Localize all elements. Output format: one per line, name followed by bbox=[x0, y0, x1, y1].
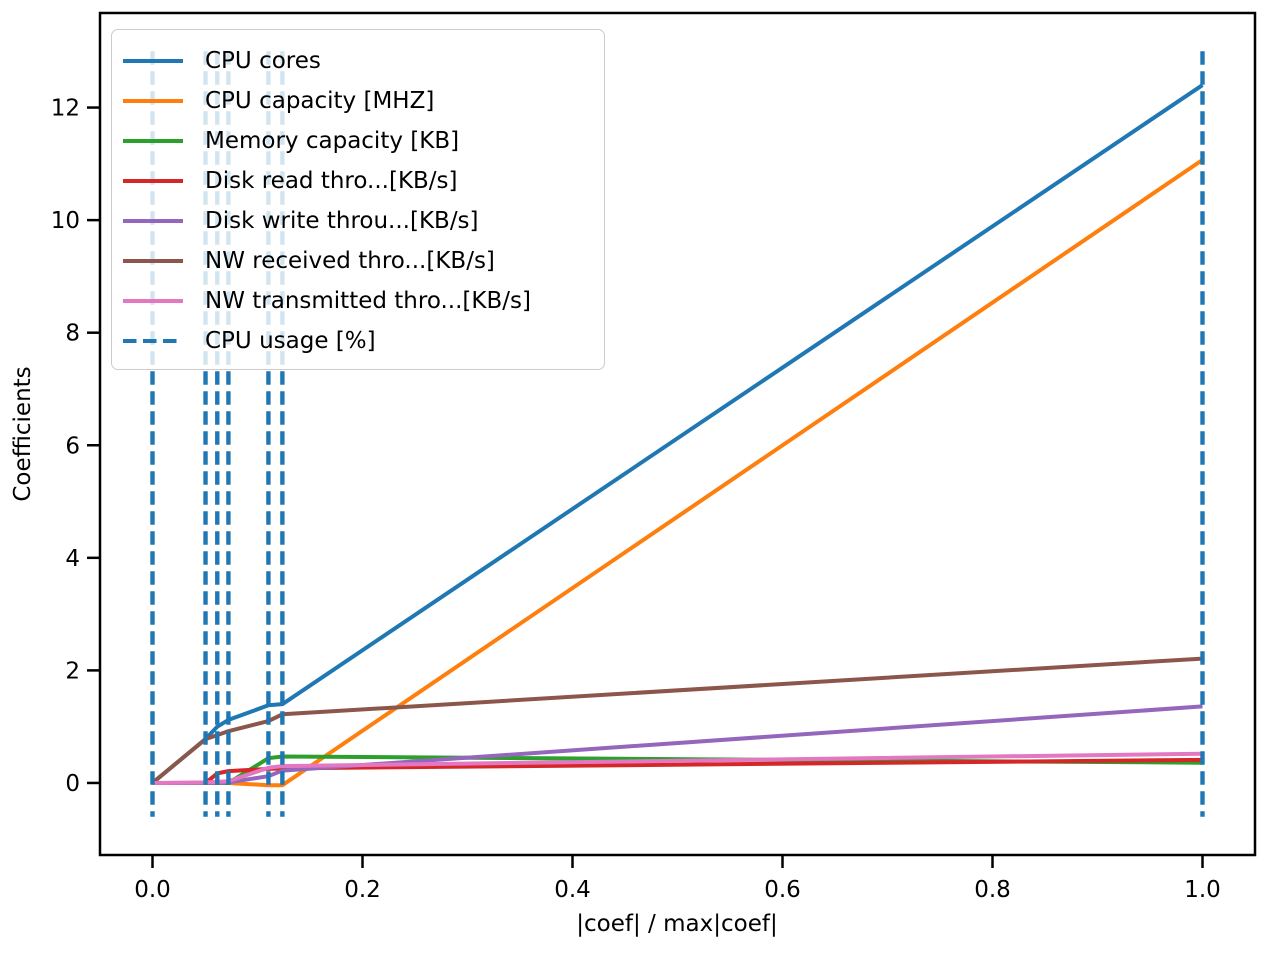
legend-line-swatch bbox=[123, 139, 183, 143]
legend-label: CPU cores bbox=[205, 47, 321, 74]
legend-entry: Memory capacity [KB] bbox=[122, 121, 604, 161]
axes-frame bbox=[98, 11, 1257, 857]
y-tick-label: 8 bbox=[65, 321, 80, 347]
legend-entry: NW received thro...[KB/s] bbox=[122, 241, 604, 281]
legend-label: CPU capacity [MHZ] bbox=[205, 87, 435, 114]
legend-line-swatch bbox=[123, 179, 183, 183]
x-tick-label: 0.2 bbox=[344, 877, 381, 903]
y-tick-label: 4 bbox=[65, 546, 80, 572]
legend-entry: Disk read thro...[KB/s] bbox=[122, 161, 604, 201]
legend-label: NW received thro...[KB/s] bbox=[205, 247, 495, 274]
legend-entry: CPU usage [%] bbox=[122, 321, 604, 361]
coefficient-line-4 bbox=[152, 704, 1203, 785]
x-tick-label: 0.4 bbox=[554, 877, 591, 903]
legend-line-swatch bbox=[123, 259, 183, 263]
x-tick-label: 0.6 bbox=[764, 877, 801, 903]
legend-line-swatch bbox=[123, 219, 183, 223]
y-tick-label: 6 bbox=[65, 433, 80, 459]
legend-label: Disk read thro...[KB/s] bbox=[205, 167, 458, 194]
legend-line-swatch bbox=[123, 299, 183, 303]
legend-line-swatch bbox=[123, 59, 183, 63]
axes: 0.0 0.2 0.4 0.6 0.8 1.0 0 2 4 6 8 10 12 bbox=[51, 11, 1257, 903]
x-axis-label: |coef| / max|coef| bbox=[576, 911, 777, 937]
legend-entry: Disk write throu...[KB/s] bbox=[122, 201, 604, 241]
legend-label: NW transmitted thro...[KB/s] bbox=[205, 287, 531, 314]
legend-label: Disk write throu...[KB/s] bbox=[205, 207, 479, 234]
legend-line-swatch bbox=[123, 99, 183, 103]
y-tick-label: 10 bbox=[51, 208, 80, 234]
y-tick-label: 2 bbox=[65, 658, 80, 684]
y-tick-label: 0 bbox=[65, 771, 80, 797]
legend: CPU cores CPU capacity [MHZ] Memory capaci… bbox=[111, 29, 605, 370]
legend-entry: NW transmitted thro...[KB/s] bbox=[122, 281, 604, 321]
y-tick-label: 12 bbox=[51, 96, 80, 122]
x-tick-label: 0.0 bbox=[134, 877, 171, 903]
legend-entry: CPU capacity [MHZ] bbox=[122, 81, 604, 121]
legend-entry: CPU cores bbox=[122, 41, 604, 81]
x-tick-label: 0.8 bbox=[974, 877, 1011, 903]
x-tick-label: 1.0 bbox=[1184, 877, 1221, 903]
legend-label: CPU usage [%] bbox=[205, 327, 376, 354]
legend-label: Memory capacity [KB] bbox=[205, 127, 460, 154]
y-axis-label: Coefficients bbox=[10, 366, 36, 501]
legend-dashed-line-swatch bbox=[123, 339, 183, 343]
